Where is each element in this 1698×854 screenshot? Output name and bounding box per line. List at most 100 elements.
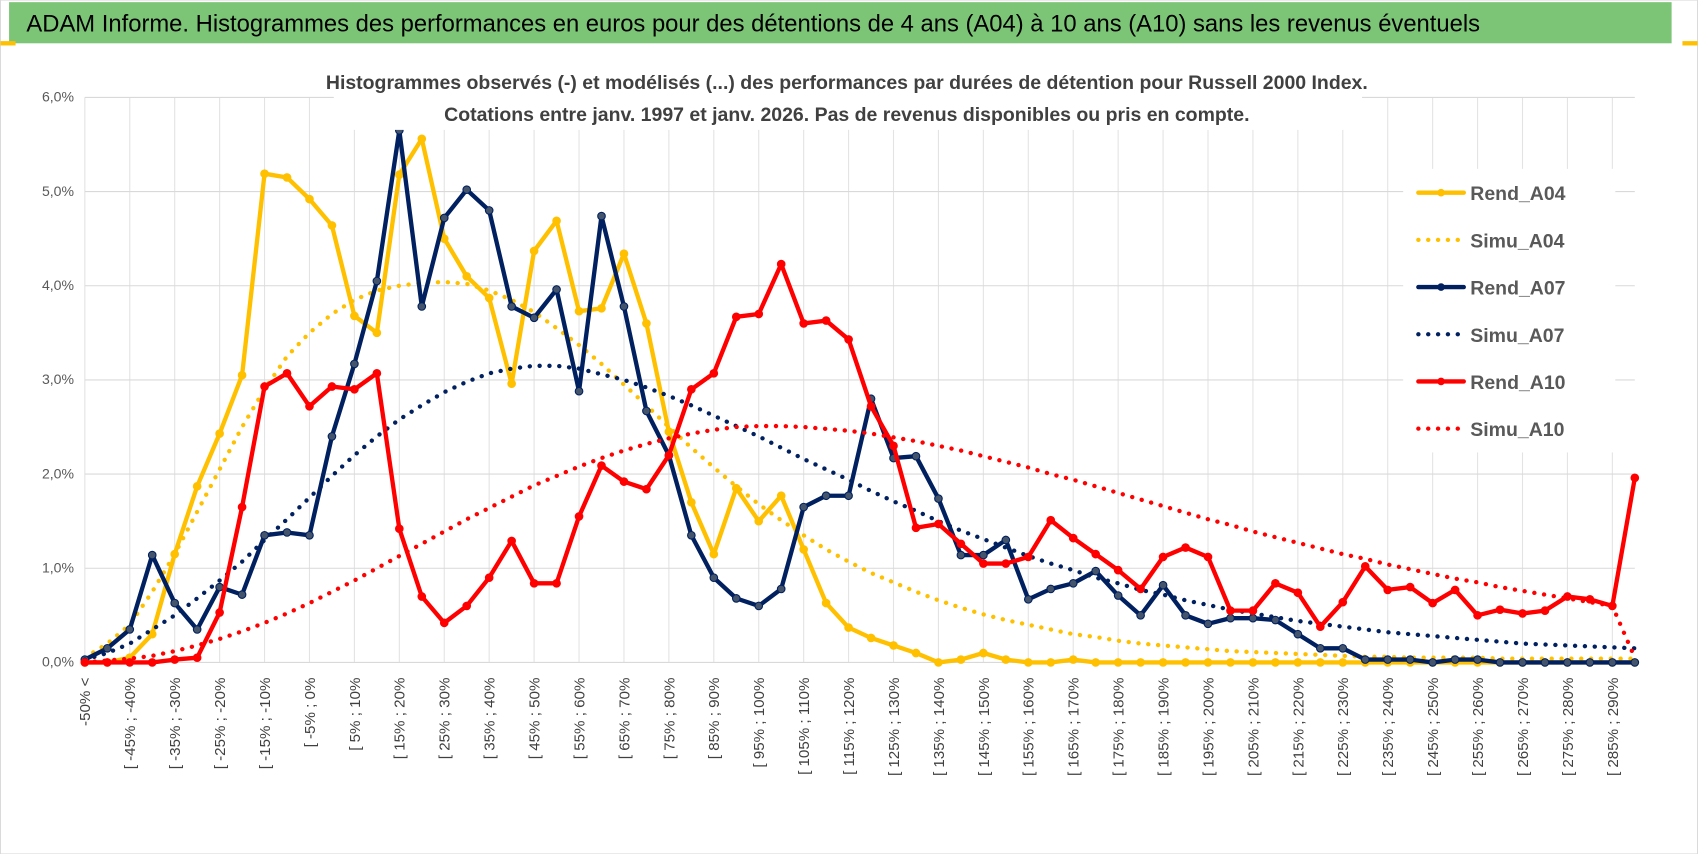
point — [619, 477, 629, 486]
point — [170, 598, 180, 608]
x-tick-label: [ 175% ; 180% — [1111, 678, 1128, 776]
series-line — [84, 136, 1635, 665]
legend-marker — [1437, 188, 1445, 197]
point — [327, 382, 337, 391]
legend-box — [1403, 168, 1616, 453]
point — [642, 406, 651, 416]
x-tick-label: [ 255% ; 260% — [1470, 678, 1487, 776]
point — [1271, 615, 1280, 625]
plot: 0,0% 1,0% 2,0% 3,0% 4,0% 5,0% 6,0% -50% < [ -45%… — [42, 89, 1640, 776]
point — [529, 313, 539, 323]
point — [956, 655, 966, 664]
x-tick-label: [ 245% ; 250% — [1425, 678, 1442, 776]
legend-label: Rend_A10 — [1470, 372, 1565, 394]
point — [709, 573, 719, 582]
legend-label: Rend_A04 — [1470, 183, 1565, 205]
point — [1338, 643, 1348, 653]
point — [1046, 515, 1056, 525]
x-tick-label: [ 265% ; 270% — [1515, 678, 1532, 776]
point — [192, 653, 202, 663]
point — [462, 272, 472, 281]
point — [844, 335, 853, 344]
point — [1046, 584, 1056, 594]
point — [350, 311, 359, 321]
point — [1203, 658, 1213, 667]
point — [1428, 658, 1437, 667]
point — [215, 608, 224, 617]
point — [439, 213, 449, 223]
point — [1540, 606, 1550, 615]
point — [507, 536, 516, 546]
point — [305, 194, 314, 204]
chart-subtitle: Cotations entre janv. 1997 et janv. 2026… — [444, 104, 1249, 126]
y-tick-label: 5,0% — [42, 183, 74, 199]
point — [1023, 594, 1033, 604]
x-tick-label: [ 5% ; 10% — [347, 678, 364, 751]
point — [597, 461, 606, 470]
point — [260, 382, 269, 391]
point — [866, 401, 876, 411]
point — [754, 309, 764, 319]
point — [1315, 622, 1325, 631]
header-title: ADAM Informe. Histogrammes des performan… — [26, 10, 1480, 37]
point — [1091, 549, 1101, 559]
x-tick-label: [ 65% ; 70% — [616, 678, 633, 760]
legend-marker — [1437, 283, 1445, 291]
point — [1540, 658, 1550, 667]
point — [776, 491, 786, 501]
point — [844, 623, 853, 632]
point — [350, 359, 359, 369]
point — [889, 441, 898, 451]
point — [1450, 585, 1460, 595]
point — [1091, 658, 1101, 667]
subtitle-box — [333, 67, 1363, 130]
point — [552, 285, 561, 294]
x-tick-label: [ 285% ; 290% — [1605, 678, 1622, 776]
point — [1428, 598, 1437, 608]
point — [439, 618, 449, 628]
point — [372, 368, 382, 378]
point — [529, 246, 539, 256]
point — [934, 658, 943, 667]
point — [597, 304, 606, 313]
point — [237, 590, 247, 599]
point — [1226, 606, 1235, 615]
x-tick-label: [ 25% ; 30% — [437, 678, 454, 760]
point — [1136, 584, 1145, 594]
x-tick-label: [ 215% ; 220% — [1290, 678, 1307, 776]
point — [350, 385, 359, 394]
point — [1315, 643, 1325, 653]
point — [327, 221, 337, 230]
x-tick-label: [ 45% ; 50% — [527, 678, 544, 760]
y-tick-label: 6,0% — [42, 89, 74, 105]
point — [305, 530, 314, 540]
point — [911, 648, 921, 658]
point — [1136, 658, 1145, 667]
point — [1630, 658, 1640, 667]
x-tick-label: [ -35% ; -30% — [167, 678, 184, 770]
point — [642, 484, 651, 494]
legend-label: Rend_A07 — [1470, 278, 1565, 300]
point — [102, 643, 112, 653]
point — [417, 592, 427, 601]
point — [799, 319, 808, 328]
x-tick-label: [ 145% ; 150% — [976, 678, 993, 776]
point — [484, 293, 494, 303]
point — [125, 658, 135, 667]
legend: Rend_A04 Simu_A04 Rend_A07 Simu_A07 Rend_A10… — [1403, 168, 1616, 453]
point — [1271, 658, 1280, 667]
y-tick-label: 0,0% — [42, 654, 74, 670]
point — [552, 578, 561, 588]
point — [1518, 609, 1527, 618]
point — [1315, 658, 1325, 667]
corner — [1682, 41, 1698, 46]
point — [417, 134, 427, 144]
point — [889, 641, 898, 650]
corner — [0, 41, 16, 46]
point — [192, 481, 202, 491]
point — [1226, 658, 1235, 667]
point — [260, 169, 269, 179]
point — [1001, 559, 1011, 568]
point — [1203, 619, 1213, 629]
point — [979, 559, 988, 568]
